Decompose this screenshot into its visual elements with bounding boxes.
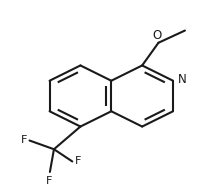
Text: F: F xyxy=(46,176,52,186)
Text: F: F xyxy=(75,156,82,166)
Text: N: N xyxy=(178,73,187,86)
Text: F: F xyxy=(21,135,28,145)
Text: O: O xyxy=(153,29,162,42)
